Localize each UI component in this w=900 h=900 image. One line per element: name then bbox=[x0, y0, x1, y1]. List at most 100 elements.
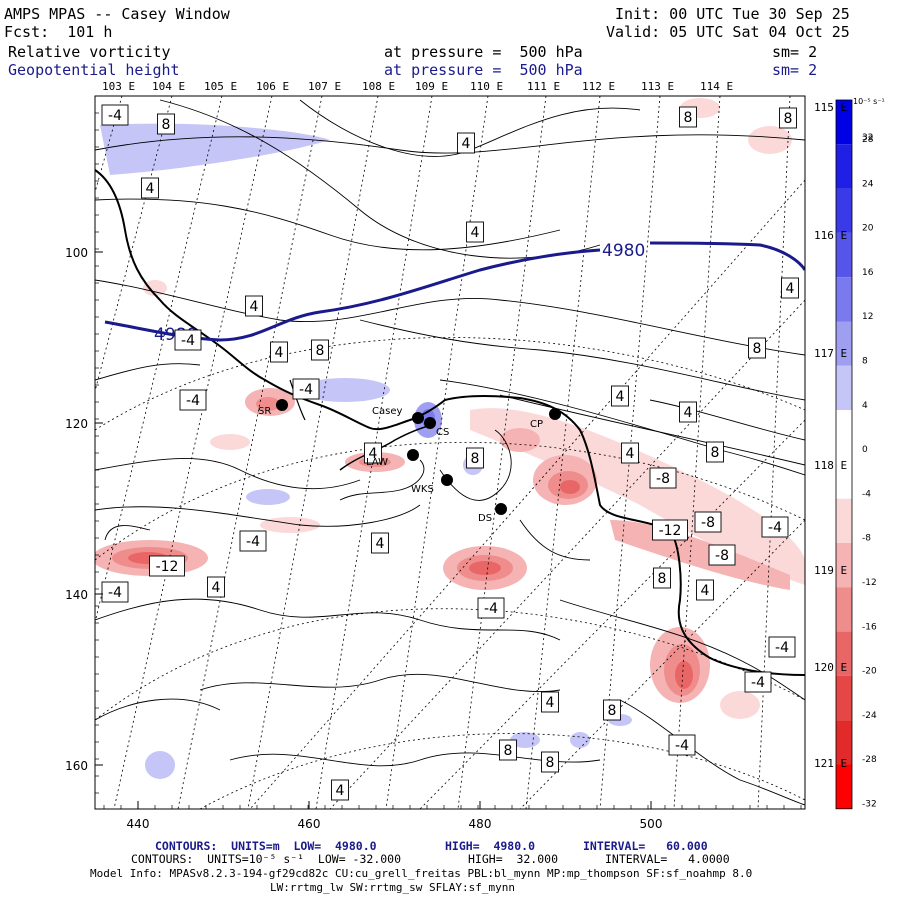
top-lon-label: 112 E bbox=[582, 80, 616, 93]
colorbar-segment bbox=[836, 365, 852, 411]
svg-text:4: 4 bbox=[626, 446, 635, 462]
contour-label-box: 4 bbox=[371, 532, 389, 554]
station-marker: Casey bbox=[372, 406, 424, 424]
contour-label-box: 8 bbox=[779, 107, 797, 129]
left-axis: 100 120 140 160 bbox=[65, 95, 103, 794]
colorbar-units: 10⁻⁵ s⁻¹ bbox=[853, 97, 885, 106]
svg-text:-12: -12 bbox=[659, 523, 682, 539]
contour-label-box: 8 bbox=[466, 447, 484, 469]
geopotential-height-contour-east bbox=[649, 241, 805, 271]
svg-text:-4: -4 bbox=[246, 534, 260, 550]
lon-line bbox=[599, 96, 661, 809]
contour-label-box: 8 bbox=[748, 337, 766, 359]
contour-label-box: 4 bbox=[141, 177, 159, 199]
colorbar-tick-label: 24 bbox=[862, 179, 874, 189]
svg-text:-4: -4 bbox=[775, 640, 789, 656]
contour-label-box: -4 bbox=[668, 734, 696, 756]
map-title: AMPS MPAS -- Casey Window bbox=[4, 5, 230, 23]
contour-label-box: -4 bbox=[239, 530, 267, 552]
svg-text:8: 8 bbox=[608, 703, 617, 719]
ridge-line bbox=[289, 379, 306, 421]
model-info: Model Info: MPASv8.2.3-194-gf29cd82c CU:… bbox=[90, 867, 753, 880]
field2-level: at pressure = 500 hPa bbox=[384, 61, 583, 79]
coastline bbox=[95, 169, 805, 676]
footer-vorticity-high: HIGH= 32.000 bbox=[468, 852, 559, 866]
svg-text:4: 4 bbox=[275, 345, 284, 361]
right-lon-label: 116 E bbox=[814, 229, 848, 242]
colorbar-tick-label: 32 bbox=[862, 133, 873, 143]
svg-text:-4: -4 bbox=[181, 333, 195, 349]
contour-label-box: -4 bbox=[101, 104, 129, 126]
contour-label-box: 4 bbox=[696, 579, 714, 601]
ice-shelf-edge bbox=[339, 424, 433, 471]
svg-text:8: 8 bbox=[504, 743, 513, 759]
contour-label-box: 4 bbox=[331, 779, 349, 801]
top-lon-label: 113 E bbox=[641, 80, 675, 93]
bottom-tick-label: 500 bbox=[640, 817, 663, 831]
vorticity-contours bbox=[95, 99, 805, 806]
svg-text:-4: -4 bbox=[768, 520, 782, 536]
svg-text:Casey: Casey bbox=[372, 406, 402, 417]
field2-name: Geopotential height bbox=[8, 61, 180, 79]
station-marker: CP bbox=[530, 408, 561, 430]
contour-label-box: -12 bbox=[149, 555, 185, 577]
contour-label-box: 8 bbox=[311, 339, 329, 361]
svg-text:4: 4 bbox=[336, 783, 345, 799]
contour-label-box: 4 bbox=[541, 691, 559, 713]
colorbar-segment bbox=[836, 144, 852, 189]
svg-text:-8: -8 bbox=[701, 515, 715, 531]
right-lon-label: 120 E bbox=[814, 661, 848, 674]
colorbar-segment bbox=[836, 454, 852, 499]
colorbar-tick-label: -4 bbox=[862, 489, 871, 499]
colorbar-tick-label: -20 bbox=[862, 667, 877, 677]
contour-label-box: 8 bbox=[679, 106, 697, 128]
svg-text:DS: DS bbox=[478, 513, 492, 524]
field2-smoothing: sm= 2 bbox=[772, 61, 818, 79]
bottom-axis: 440 460 480 500 bbox=[103, 801, 802, 831]
init-time: Init: 00 UTC Tue 30 Sep 25 bbox=[615, 5, 850, 23]
top-lon-label: 105 E bbox=[204, 80, 238, 93]
forecast-hour: Fcst: 101 h bbox=[4, 23, 113, 41]
colorbar-tick-label: -12 bbox=[862, 578, 877, 588]
contour-label-box: -4 bbox=[744, 671, 772, 693]
colorbar-segment bbox=[836, 543, 852, 588]
station-marker: DS bbox=[478, 503, 507, 524]
contour-label-box: -4 bbox=[292, 378, 320, 400]
svg-text:CS: CS bbox=[436, 427, 449, 438]
station-marker: SR bbox=[258, 399, 288, 417]
height-label-east: 4980 bbox=[602, 241, 645, 261]
colorbar-segment bbox=[836, 232, 852, 278]
colorbar-tick-label: -8 bbox=[862, 534, 871, 544]
svg-text:8: 8 bbox=[684, 110, 693, 126]
top-lon-label: 103 E bbox=[102, 80, 136, 93]
lon-line bbox=[757, 96, 791, 809]
station-marker: LAW bbox=[366, 449, 419, 468]
contour-label-box: -12 bbox=[652, 519, 688, 541]
lon-line bbox=[385, 96, 489, 809]
footer-height-interval: INTERVAL= 60.000 bbox=[583, 839, 708, 853]
lon-line bbox=[419, 419, 805, 809]
contour-label-box: -4 bbox=[477, 597, 505, 619]
bottom-tick-label: 440 bbox=[127, 817, 150, 831]
svg-text:4: 4 bbox=[250, 299, 259, 315]
left-tick-label: 160 bbox=[65, 759, 88, 773]
field1-smoothing: sm= 2 bbox=[772, 43, 818, 61]
model-info-radiation: LW:rrtmg_lw SW:rrtmg_sw SFLAY:sf_mynn bbox=[270, 881, 516, 894]
colorbar-segment bbox=[836, 188, 852, 233]
contour-label-box: 4 bbox=[207, 576, 225, 598]
footer-contours-height: CONTOURS: UNITS=m LOW= 4980.0 bbox=[155, 839, 377, 853]
svg-text:8: 8 bbox=[162, 117, 171, 133]
contour-label-box: -8 bbox=[649, 467, 677, 489]
contour-labels: -4 8 4 8 8 4 4 4 4 -4 4 8 8 -4 -4 4 4 4 8 4 8 -8 -12 -8 -4 -4 4 -12… bbox=[101, 104, 799, 801]
svg-text:4: 4 bbox=[546, 695, 555, 711]
footer-contours-vorticity: CONTOURS: UNITS=10⁻⁵ s⁻¹ LOW= -32.000 bbox=[131, 852, 402, 866]
top-lon-label: 114 E bbox=[700, 80, 734, 93]
lon-line bbox=[177, 96, 323, 809]
right-lon-label: 121 E bbox=[814, 757, 848, 770]
colorbar-tick-label: 0 bbox=[862, 445, 868, 455]
svg-text:4: 4 bbox=[616, 389, 625, 405]
field1-name: Relative vorticity bbox=[8, 43, 171, 61]
top-lon-label: 107 E bbox=[308, 80, 342, 93]
lon-line bbox=[247, 96, 379, 809]
svg-text:4: 4 bbox=[462, 136, 471, 152]
